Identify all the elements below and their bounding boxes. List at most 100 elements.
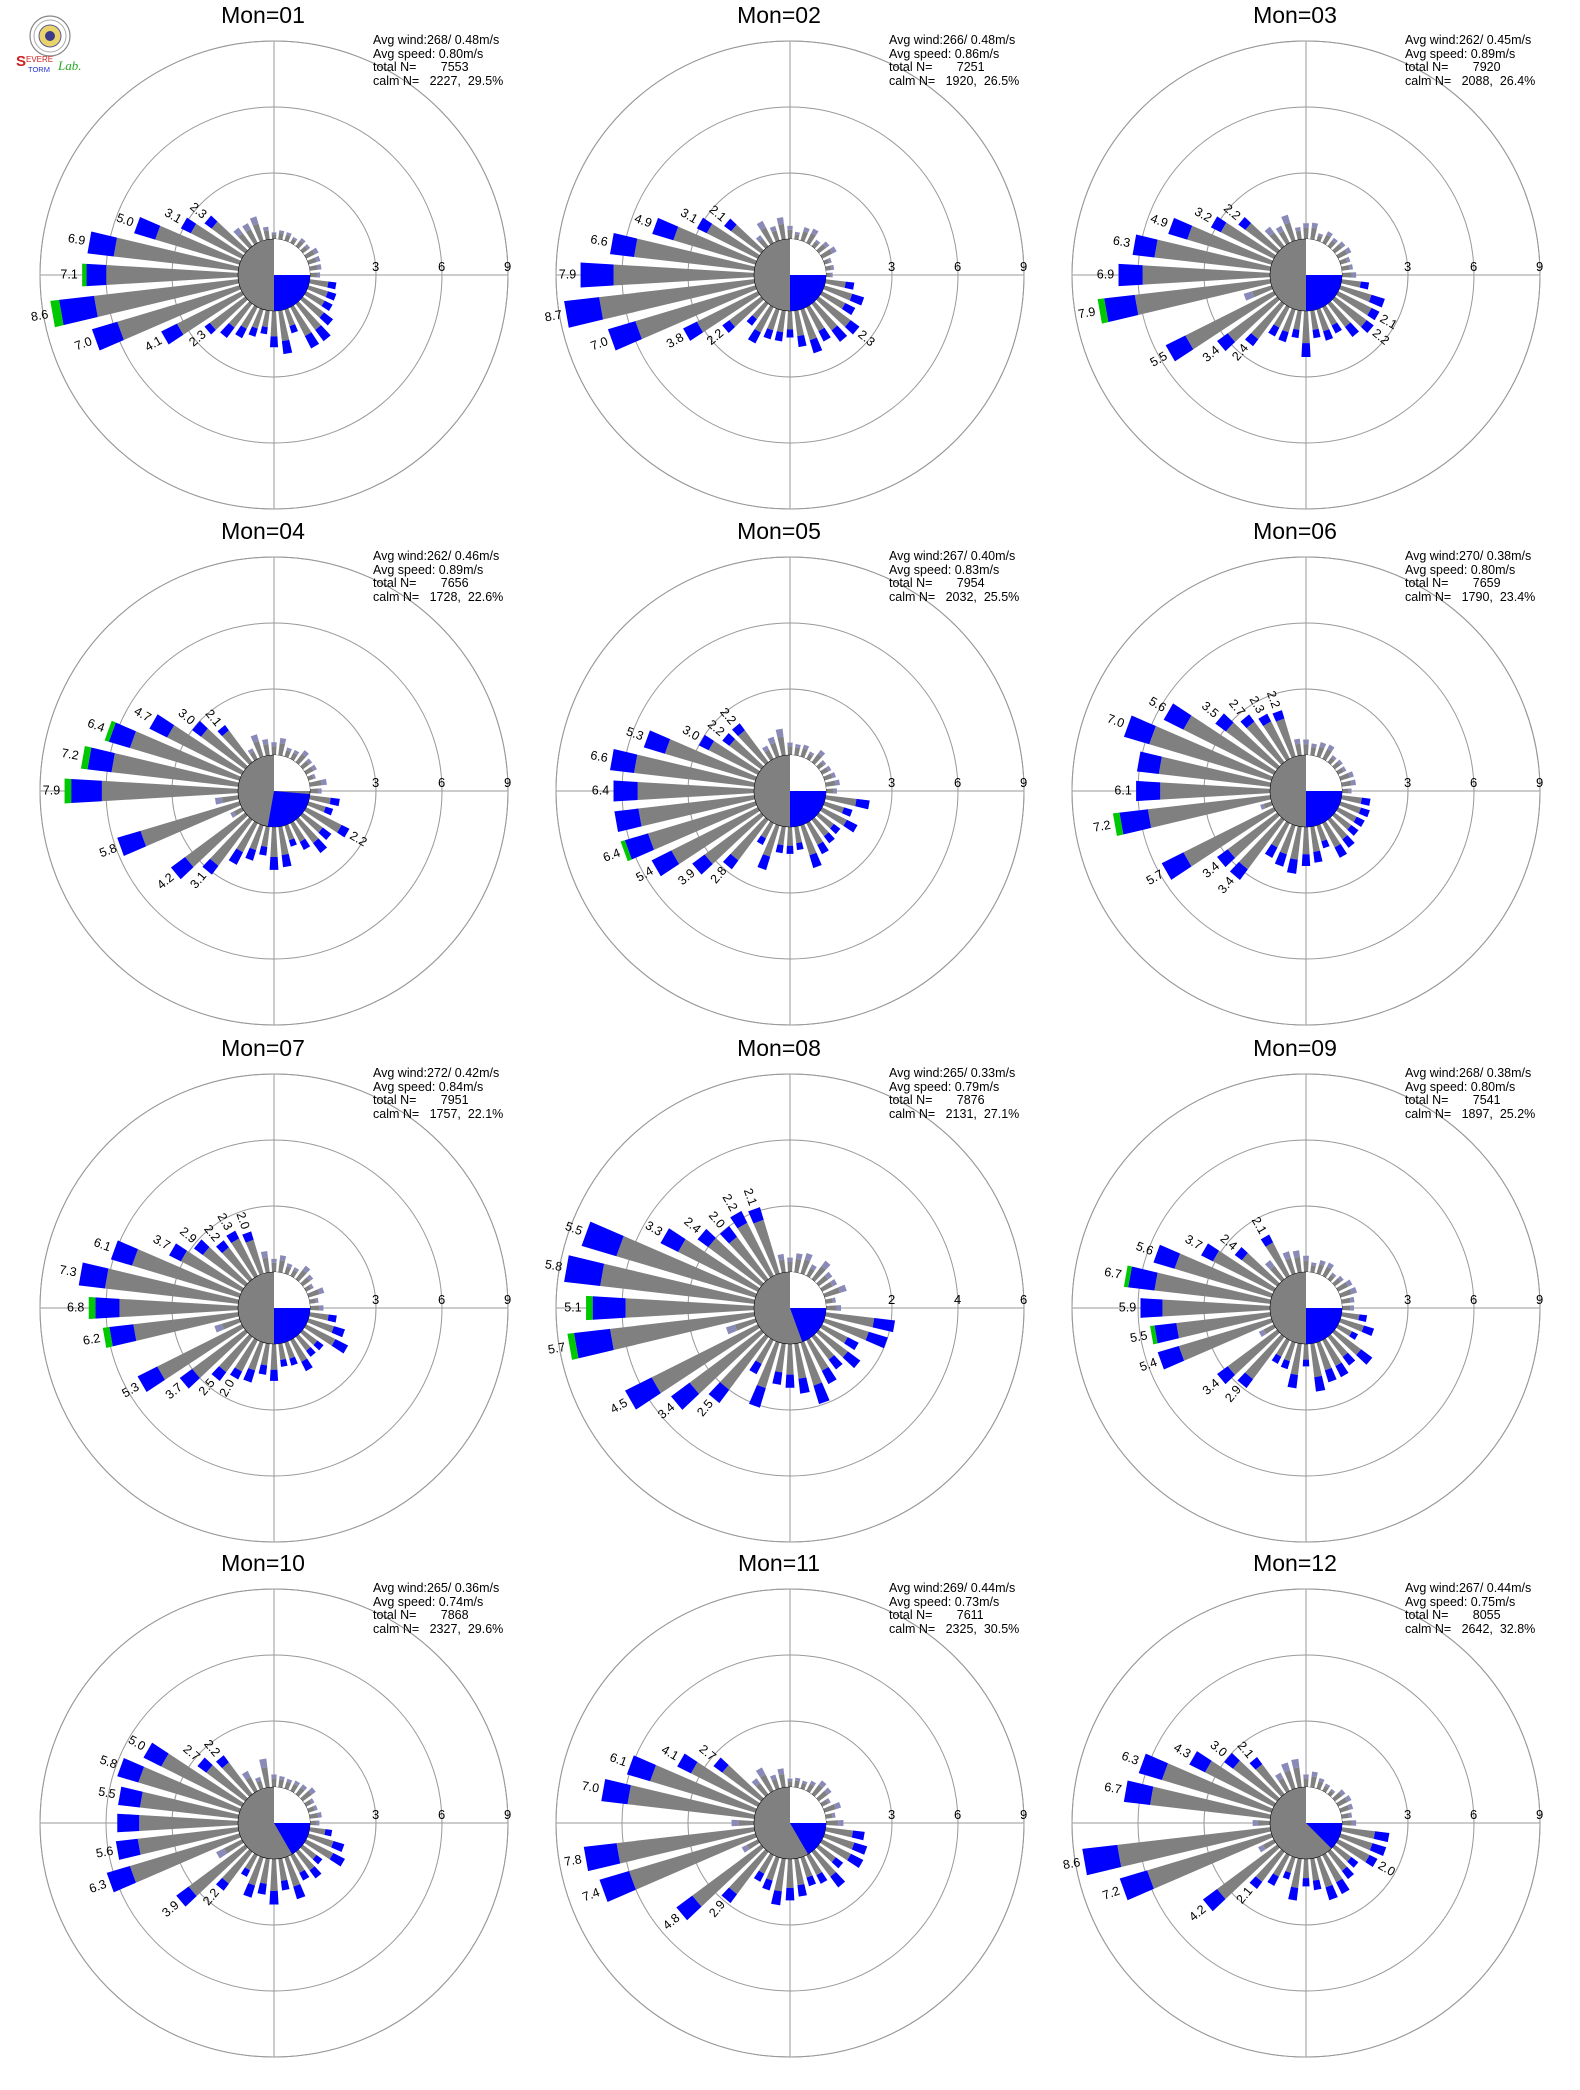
- wind-stats: Avg wind:262/ 0.46m/s Avg speed: 0.89m/s t…: [373, 549, 503, 604]
- speed-bar-gray: [825, 1298, 833, 1304]
- bar-value-label: 3.2: [1192, 204, 1214, 225]
- speed-bar-blue: [106, 1865, 136, 1893]
- bar-value-label: 2.5: [694, 1397, 716, 1419]
- speed-bar-blue: [1240, 714, 1255, 729]
- speed-bar-gray: [1162, 1299, 1271, 1317]
- speed-bar-blue: [777, 1768, 785, 1775]
- speed-bar-gray: [300, 760, 310, 770]
- speed-bar-blue: [1323, 329, 1334, 341]
- calm-sector-blue: [790, 1308, 826, 1342]
- speed-bar-gray: [616, 1827, 755, 1864]
- speed-bar-green: [102, 1327, 113, 1348]
- speed-bar-gray: [284, 1781, 292, 1790]
- bar-value-label: 2.7: [1226, 697, 1248, 719]
- speed-bar-blue: [87, 231, 117, 257]
- panel-title: Mon=07: [221, 1035, 305, 1061]
- speed-bar-blue: [855, 798, 870, 810]
- speed-bar-blue: [1347, 1803, 1354, 1810]
- speed-bar-blue: [279, 1255, 287, 1262]
- speed-bar-gray: [1332, 296, 1367, 327]
- speed-bar-gray: [786, 310, 794, 330]
- wind-stat-line: total N= 7868: [373, 1608, 469, 1622]
- speed-bar-gray: [671, 807, 760, 865]
- bar-value-label: 8.6: [1062, 1855, 1082, 1872]
- speed-bar-gray: [767, 308, 780, 331]
- speed-bar-gray: [1244, 1334, 1285, 1380]
- speed-bar-blue: [749, 1360, 762, 1375]
- speed-bar-gray: [1341, 1297, 1351, 1304]
- speed-bar-blue: [809, 852, 822, 869]
- speed-bar-gray: [794, 1258, 802, 1273]
- speed-bar-blue: [1344, 322, 1360, 338]
- speed-bar-blue: [1229, 861, 1248, 880]
- speed-bar-blue: [1341, 766, 1347, 772]
- speed-bar-green: [620, 840, 632, 862]
- speed-bar-gray: [261, 826, 270, 848]
- bar-value-label: 7.0: [73, 334, 94, 353]
- speed-bar-blue: [260, 1250, 268, 1259]
- speed-bar-gray: [1147, 795, 1271, 828]
- speed-bar-blue: [241, 1770, 251, 1780]
- speed-bar-blue: [748, 1384, 766, 1408]
- speed-bar-gray: [1341, 1312, 1360, 1321]
- speed-bar-gray: [1269, 232, 1285, 249]
- wind-stats: Avg wind:267/ 0.40m/s Avg speed: 0.83m/s t…: [889, 549, 1019, 604]
- speed-bar-blue: [775, 728, 784, 738]
- ring-tick-label: 9: [1020, 775, 1027, 790]
- speed-bar-gray: [787, 1261, 793, 1273]
- speed-bar-gray: [730, 817, 769, 861]
- speed-bar-gray: [176, 291, 244, 335]
- speed-bar-gray: [770, 742, 780, 758]
- bar-value-label: 5.5: [563, 1219, 584, 1238]
- wind-stat-line: total N= 7954: [889, 576, 985, 590]
- speed-bar-gray: [1275, 718, 1296, 758]
- bar-value-label: 2.7: [180, 1742, 202, 1764]
- speed-bar-gray: [1302, 310, 1310, 344]
- speed-bar-blue: [249, 216, 259, 226]
- wind-stat-line: Avg speed: 0.89m/s: [1405, 46, 1516, 61]
- calm-sector-blue: [1306, 1308, 1342, 1344]
- speed-bar-gray: [734, 1318, 757, 1331]
- speed-bar-gray: [1339, 1805, 1350, 1813]
- speed-bar-gray: [309, 279, 329, 288]
- speed-bar-blue: [299, 1869, 310, 1881]
- speed-bar-gray: [119, 1298, 239, 1318]
- speed-bar-gray: [1339, 772, 1350, 781]
- panel-title: Mon=04: [221, 518, 305, 544]
- speed-bar-blue: [1321, 839, 1330, 849]
- speed-bar-gray: [728, 1849, 769, 1895]
- panel-title: Mon=11: [737, 1550, 821, 1576]
- bar-value-label: 5.0: [126, 1733, 148, 1754]
- speed-bar-gray: [1160, 782, 1271, 800]
- speed-bar-gray: [816, 296, 851, 327]
- speed-bar-gray: [816, 812, 834, 829]
- wind-stat-line: total N= 7553: [373, 60, 469, 74]
- speed-bar-gray: [1262, 1839, 1276, 1850]
- speed-bar-blue: [259, 1758, 268, 1769]
- speed-bar-gray: [300, 812, 323, 833]
- speed-bar-blue: [1311, 1771, 1318, 1778]
- speed-bar-blue: [226, 1230, 240, 1244]
- speed-bar-gray: [825, 1813, 833, 1819]
- speed-bar-blue: [211, 1366, 227, 1382]
- speed-bar-gray: [304, 291, 325, 307]
- speed-bar-gray: [762, 824, 780, 857]
- wind-stat-line: total N= 7541: [1405, 1093, 1501, 1107]
- speed-bar-gray: [823, 1833, 855, 1850]
- speed-bar-blue: [214, 797, 223, 805]
- speed-bar-blue: [823, 832, 835, 844]
- speed-bar-gray: [1322, 234, 1331, 245]
- speed-bar-gray: [129, 731, 241, 781]
- speed-bar-gray: [300, 296, 325, 318]
- speed-bar-blue: [757, 854, 771, 871]
- ring-tick-label: 6: [954, 775, 961, 790]
- ring-tick-label: 2: [888, 1292, 895, 1307]
- speed-bar-gray: [139, 1814, 239, 1832]
- speed-bar-blue: [1312, 328, 1321, 339]
- wind-rose-panel: 3 6 9 4.1 7.0 8.6 7.1 6.9 5.0 3.1 2.3 2.3 Mon=01 Avg …: [0, 0, 526, 515]
- speed-bar-gray: [1263, 801, 1273, 809]
- speed-bar-gray: [1322, 748, 1332, 761]
- speed-bar-gray: [167, 725, 244, 775]
- ring-tick-label: 3: [1404, 1292, 1411, 1307]
- speed-bar-blue: [279, 737, 287, 745]
